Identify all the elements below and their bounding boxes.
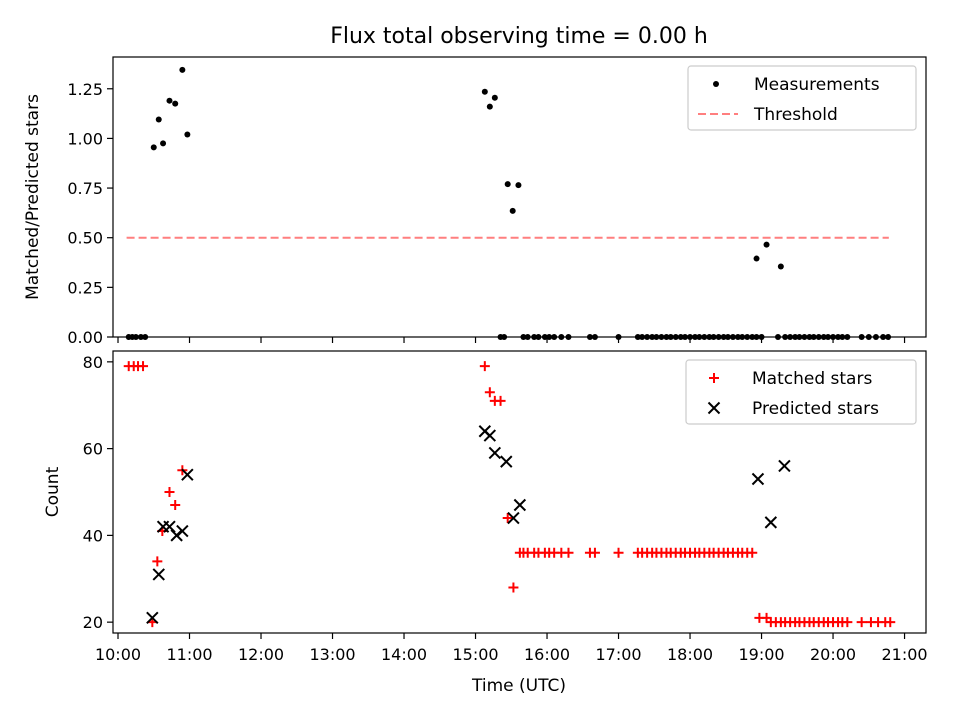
top-y-axis-label: Matched/Predicted stars [23,94,43,300]
top-y-tick-label: 1.25 [67,80,103,99]
bottom-ticks: 20 40 60 80 10:00 11:00 12:00 13:00 14:00 15:00 16… [83,353,928,664]
predicted-star-point [146,611,159,625]
top-plot-area [125,66,892,340]
bottom-x-tick-label: 18:00 [667,645,713,664]
predicted-star-point [163,520,176,533]
measurement-point [155,116,162,123]
top-legend: Measurements Threshold [687,65,917,131]
bottom-x-tick-label: 16:00 [524,645,570,664]
matched-star-point [747,547,758,558]
top-y-tick-label: 0.25 [67,278,103,297]
predicted-star-point [764,516,778,529]
measurement-point [172,100,179,107]
legend-label: Matched stars [752,369,872,389]
top-y-tick-label: 1.00 [67,129,103,148]
measurement-point [184,131,191,138]
matched-star-point [842,617,853,628]
predicted-star-point [507,511,520,525]
bottom-y-tick-label: 80 [83,353,103,372]
matched-star-point [502,513,513,524]
predicted-star-point [488,446,502,460]
bottom-axes-frame [112,350,927,634]
predicted-star-point [500,455,513,468]
predicted-star-point [483,429,497,442]
predicted-star-point [778,459,791,473]
measurement-point [763,241,770,248]
top-legend-box [687,65,917,131]
matched-star-point [613,547,624,558]
bottom-x-tick-label: 21:00 [881,645,927,664]
bottom-x-tick-label: 19:00 [738,645,784,664]
matched-star-point [589,547,600,558]
predicted-star-point [152,568,165,581]
matched-star-point [508,582,519,593]
bottom-x-tick-label: 12:00 [238,645,284,664]
legend-label: Predicted stars [752,399,879,419]
bottom-x-tick-label: 10:00 [95,645,141,664]
measurement-point [504,181,511,188]
matched-star-point [152,556,163,567]
bottom-y-tick-label: 20 [83,613,103,632]
bottom-x-axis-label: Time (UTC) [471,676,566,696]
measurement-point [160,140,167,147]
matched-star-point [484,387,495,398]
top-ticks: 0.00 0.25 0.50 0.75 1.00 1.25 [67,80,906,347]
bottom-x-tick-label: 17:00 [595,645,641,664]
measurement-point [509,207,516,214]
bottom-panel: 20 40 60 80 10:00 11:00 12:00 13:00 14:00 15:00 16… [43,350,928,696]
matched-star-point [138,361,149,372]
top-y-tick-label: 0.00 [67,328,103,347]
measurement-point [777,263,784,270]
legend-swatch-measurements [713,81,719,87]
predicted-star-point [751,472,765,486]
matched-star-point [885,617,896,628]
legend-swatch-predicted [707,401,721,415]
bottom-x-tick-label: 14:00 [381,645,427,664]
matched-star-point [170,500,181,511]
bottom-x-tick-label: 20:00 [810,645,856,664]
top-y-tick-label: 0.50 [67,229,103,248]
measurement-point [166,97,173,104]
measurement-point [150,144,157,151]
legend-label: Measurements [754,75,880,95]
matched-star-point [856,617,867,628]
measurement-point [481,88,488,95]
bottom-y-tick-label: 40 [83,526,103,545]
matched-star-point [164,487,175,497]
bottom-legend-box [685,359,917,425]
legend-swatch-matched [709,373,719,383]
predicted-star-point [181,468,194,481]
bottom-legend: Matched stars Predicted stars [685,359,917,425]
measurement-point [179,66,186,73]
chart-title: Flux total observing time = 0.00 h [330,24,708,49]
measurement-point [491,94,498,101]
bottom-x-tick-label: 15:00 [452,645,498,664]
top-panel: 0.00 0.25 0.50 0.75 1.00 1.25 Matched/Predict… [23,56,927,347]
measurement-point [515,182,522,189]
bottom-x-tick-label: 11:00 [166,645,212,664]
matched-star-point [563,547,574,558]
top-y-tick-label: 0.75 [67,179,103,198]
matched-star-point [479,361,490,372]
bottom-x-tick-label: 13:00 [309,645,355,664]
top-axes-frame [112,56,927,338]
predicted-star-point [176,524,189,538]
measurement-point [486,103,493,110]
bottom-y-tick-label: 60 [83,440,103,459]
bottom-y-axis-label: Count [43,466,63,517]
predicted-star-point [513,498,527,512]
legend-label: Threshold [753,105,838,125]
bottom-plot-area [123,361,896,628]
measurement-point [753,255,760,262]
matched-star-point [495,395,506,406]
